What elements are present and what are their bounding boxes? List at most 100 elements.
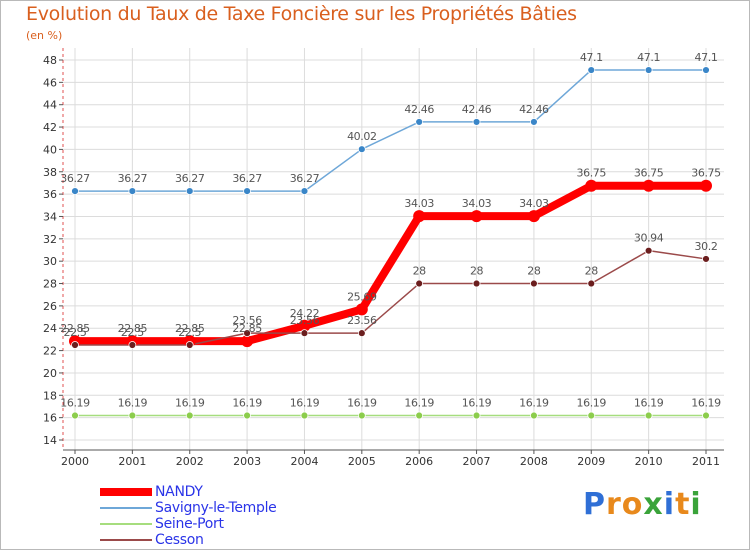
- legend-label-cesson: Cesson: [155, 532, 204, 548]
- legend-label-savigny: Savigny-le-Temple: [155, 500, 277, 516]
- data-point-savigny-le-temple: [185, 187, 194, 196]
- data-point-cesson: [415, 279, 424, 288]
- x-tick-label: 2007: [463, 455, 491, 468]
- data-label-seine-port: 16.19: [404, 397, 434, 410]
- data-label-seine-port: 16.19: [691, 397, 721, 410]
- y-tick-label: 28: [43, 278, 57, 291]
- data-point-savigny-le-temple: [357, 145, 366, 154]
- data-label-savigny-le-temple: 40.02: [347, 130, 377, 143]
- data-label-cesson: 23.56: [347, 314, 377, 327]
- legend-swatch-seine-port: [100, 523, 152, 525]
- data-point-cesson: [472, 279, 481, 288]
- data-label-cesson: 30.2: [695, 240, 718, 253]
- y-tick-label: 16: [43, 412, 57, 425]
- data-point-cesson: [530, 279, 538, 288]
- data-label-nandy: 22.85: [118, 322, 148, 335]
- data-point-nandy: [585, 179, 598, 192]
- data-point-seine-port: [415, 411, 424, 420]
- data-point-seine-port: [185, 411, 194, 420]
- data-label-nandy: 22.85: [60, 322, 90, 335]
- proxiti-logo: Proxiti: [583, 487, 702, 522]
- data-label-cesson: 28: [470, 265, 484, 278]
- y-tick-label: 34: [43, 210, 57, 223]
- y-tick-label: 20: [43, 367, 57, 380]
- y-tick-label: 46: [43, 76, 57, 89]
- data-point-savigny-le-temple: [243, 187, 251, 196]
- data-label-seine-port: 16.19: [290, 397, 320, 410]
- x-tick-label: 2006: [405, 455, 433, 468]
- y-tick-label: 42: [43, 121, 57, 134]
- data-point-cesson: [357, 329, 366, 338]
- data-label-cesson: 30.94: [634, 232, 664, 245]
- data-point-seine-port: [530, 411, 538, 420]
- data-label-seine-port: 16.19: [232, 397, 262, 410]
- y-tick-label: 24: [43, 322, 57, 335]
- data-label-seine-port: 16.19: [60, 397, 90, 410]
- data-point-cesson: [71, 341, 79, 349]
- data-label-seine-port: 16.19: [175, 397, 205, 410]
- y-tick-label: 14: [43, 434, 57, 447]
- data-point-savigny-le-temple: [128, 187, 137, 196]
- data-point-savigny-le-temple: [472, 118, 481, 126]
- y-unit-label: (en %): [26, 29, 63, 42]
- data-point-nandy: [527, 210, 540, 223]
- data-label-nandy: 34.03: [519, 197, 549, 210]
- data-label-savigny-le-temple: 47.1: [637, 51, 660, 64]
- data-label-savigny-le-temple: 36.27: [60, 172, 90, 185]
- y-tick-label: 44: [43, 99, 57, 112]
- data-point-savigny-le-temple: [530, 118, 538, 126]
- data-point-seine-port: [644, 411, 653, 420]
- data-point-savigny-le-temple: [71, 187, 79, 196]
- data-label-nandy: 34.03: [462, 197, 492, 210]
- data-label-savigny-le-temple: 42.46: [462, 103, 492, 116]
- data-point-savigny-le-temple: [644, 66, 653, 74]
- data-label-savigny-le-temple: 42.46: [404, 103, 434, 116]
- x-tick-label: 2011: [692, 455, 720, 468]
- data-label-cesson: 28: [585, 265, 599, 278]
- chart-title: Evolution du Taux de Taxe Foncière sur l…: [26, 3, 577, 25]
- x-tick-label: 2004: [290, 455, 318, 468]
- data-label-cesson: 28: [527, 265, 541, 278]
- data-point-seine-port: [357, 411, 366, 420]
- data-point-cesson: [185, 341, 194, 349]
- x-tick-label: 2010: [635, 455, 663, 468]
- data-label-seine-port: 16.19: [118, 397, 148, 410]
- legend-swatch-cesson: [100, 539, 152, 541]
- data-label-nandy: 22.85: [232, 322, 262, 335]
- data-label-savigny-le-temple: 36.27: [118, 172, 148, 185]
- x-tick-label: 2008: [520, 455, 548, 468]
- data-point-seine-port: [702, 411, 710, 420]
- data-point-savigny-le-temple: [415, 118, 424, 126]
- y-tick-label: 48: [43, 54, 57, 67]
- data-point-seine-port: [300, 411, 309, 420]
- y-tick-label: 36: [43, 188, 57, 201]
- data-label-seine-port: 16.19: [519, 397, 549, 410]
- data-label-nandy: 36.75: [634, 167, 664, 180]
- data-point-seine-port: [472, 411, 481, 420]
- series-line-savigny-le-temple: [74, 69, 707, 192]
- data-label-savigny-le-temple: 36.27: [290, 172, 320, 185]
- y-tick-label: 26: [43, 300, 57, 313]
- data-point-nandy: [413, 210, 426, 223]
- data-label-nandy: 24.22: [290, 307, 320, 320]
- y-tick-label: 38: [43, 166, 57, 179]
- series-line-nandy: [71, 181, 710, 346]
- legend-swatch-savigny: [100, 507, 152, 509]
- data-point-cesson: [702, 255, 710, 263]
- data-label-seine-port: 16.19: [577, 397, 607, 410]
- data-point-nandy: [700, 179, 712, 192]
- logo-letter: i: [663, 487, 676, 522]
- data-label-cesson: 22.5: [64, 326, 87, 339]
- logo-letter: o: [621, 487, 644, 522]
- x-tick-label: 2001: [118, 455, 146, 468]
- y-tick-label: 22: [43, 345, 57, 358]
- legend-swatch-nandy: [100, 488, 152, 496]
- data-point-nandy: [642, 179, 655, 192]
- data-label-seine-port: 16.19: [347, 397, 377, 410]
- series-line-cesson: [74, 249, 707, 346]
- data-point-cesson: [644, 246, 653, 255]
- data-point-seine-port: [243, 411, 251, 420]
- data-point-nandy: [241, 335, 254, 348]
- data-label-cesson: 22.5: [178, 326, 201, 339]
- logo-letter: i: [690, 487, 702, 522]
